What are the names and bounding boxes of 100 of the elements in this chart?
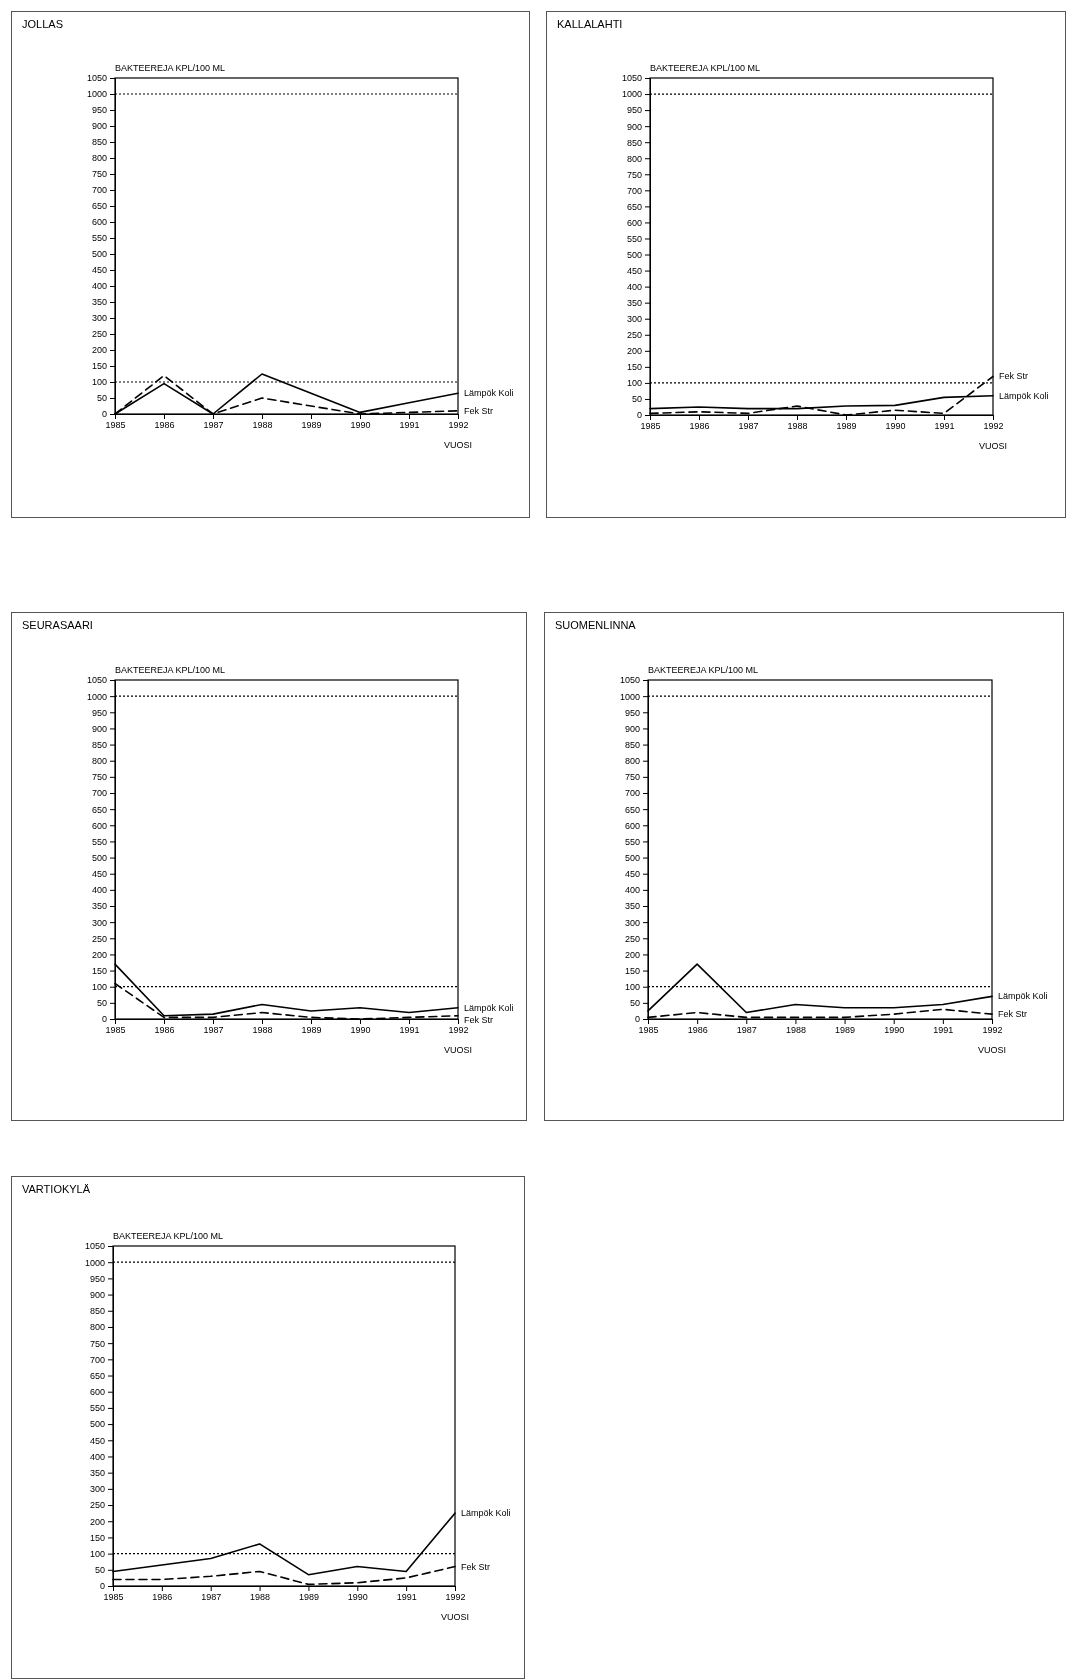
y-tick-label: 350: [91, 901, 107, 912]
series-label: Lämpök Koli: [464, 1002, 514, 1013]
x-tick-label: 1991: [934, 421, 955, 432]
y-tick-label: 50: [631, 394, 642, 405]
chart-title: JOLLAS: [22, 18, 63, 30]
y-tick-label: 400: [91, 281, 107, 292]
x-tick-label: 1992: [983, 421, 1004, 432]
y-tick-label: 950: [91, 707, 107, 718]
series-label: Lämpök Koli: [461, 1508, 511, 1519]
y-tick-label: 550: [89, 1403, 105, 1414]
x-tick-label: 1985: [638, 1025, 659, 1036]
x-tick-label: 1990: [350, 1025, 371, 1036]
y-tick-label: 1050: [619, 675, 640, 686]
y-tick-label: 400: [89, 1451, 105, 1462]
y-tick-label: 1000: [86, 89, 107, 100]
series-label: Fek Str: [464, 405, 494, 416]
y-tick-label: 350: [624, 901, 640, 912]
x-tick-label: 1991: [396, 1592, 417, 1603]
series-label: Lämpök Koli: [464, 388, 514, 399]
y-tick-label: 350: [626, 298, 642, 309]
x-tick-label: 1989: [301, 1025, 322, 1036]
x-tick-label: 1987: [203, 420, 224, 431]
y-tick-label: 200: [626, 346, 642, 357]
x-tick-label: 1989: [301, 420, 322, 431]
x-tick-label: 1985: [640, 421, 661, 432]
y-tick-label: 150: [91, 361, 107, 372]
y-tick-label: 1050: [86, 73, 107, 84]
x-tick-label: 1985: [105, 420, 126, 431]
y-tick-label: 150: [89, 1532, 105, 1543]
y-axis-title: BAKTEEREJA KPL/100 ML: [115, 665, 226, 675]
series-label: Fek Str: [998, 1009, 1028, 1020]
chart-title: VARTIOKYLÄ: [22, 1183, 91, 1195]
y-tick-label: 400: [91, 885, 107, 896]
x-tick-label: 1986: [154, 420, 175, 431]
y-tick-label: 850: [624, 739, 640, 750]
y-tick-label: 50: [96, 393, 107, 404]
y-tick-label: 550: [91, 836, 107, 847]
chart-title: SEURASAARI: [22, 619, 93, 631]
x-tick-label: 1989: [836, 421, 857, 432]
x-axis-title: VUOSI: [977, 1045, 1007, 1055]
y-tick-label: 700: [91, 788, 107, 799]
y-axis-title: BAKTEEREJA KPL/100 ML: [115, 63, 226, 73]
y-tick-label: 50: [629, 998, 640, 1009]
y-tick-label: 900: [91, 723, 107, 734]
y-tick-label: 450: [89, 1435, 105, 1446]
x-tick-label: 1990: [885, 421, 906, 432]
series-label: Lämpök Koli: [999, 390, 1049, 401]
y-tick-label: 850: [91, 137, 107, 148]
x-tick-label: 1989: [298, 1592, 319, 1603]
x-tick-label: 1988: [252, 420, 273, 431]
series-label: Fek Str: [461, 1561, 491, 1572]
y-tick-label: 400: [626, 282, 642, 292]
y-tick-label: 100: [89, 1549, 105, 1559]
x-tick-label: 1991: [399, 420, 420, 431]
x-tick-label: 1987: [738, 421, 759, 432]
y-tick-label: 600: [89, 1387, 105, 1398]
y-tick-label: 500: [91, 249, 107, 260]
y-tick-label: 850: [626, 137, 642, 148]
x-tick-label: 1985: [103, 1592, 124, 1603]
y-tick-label: 1000: [84, 1257, 105, 1268]
y-tick-label: 0: [636, 410, 642, 421]
x-tick-label: 1986: [687, 1025, 708, 1036]
y-tick-label: 650: [91, 804, 107, 815]
y-tick-label: 450: [91, 869, 107, 880]
x-axis-title: VUOSI: [443, 1045, 473, 1055]
y-tick-label: 600: [624, 820, 640, 831]
y-tick-label: 450: [624, 869, 640, 880]
series-label: Fek Str: [464, 1014, 494, 1025]
y-tick-label: 700: [91, 185, 107, 196]
x-axis-title: VUOSI: [978, 441, 1008, 451]
y-tick-label: 800: [91, 756, 107, 767]
y-tick-label: 500: [89, 1419, 105, 1430]
y-tick-label: 50: [96, 998, 107, 1009]
y-tick-label: 400: [624, 885, 640, 896]
y-tick-label: 950: [624, 707, 640, 718]
y-tick-label: 800: [91, 153, 107, 164]
y-tick-label: 200: [624, 949, 640, 960]
y-tick-label: 100: [91, 982, 107, 993]
y-tick-label: 0: [99, 1581, 105, 1592]
y-tick-label: 950: [91, 105, 107, 116]
x-tick-label: 1990: [884, 1025, 905, 1036]
y-tick-label: 750: [91, 169, 107, 180]
x-tick-label: 1988: [252, 1025, 273, 1036]
y-tick-label: 250: [91, 329, 107, 340]
y-tick-label: 0: [634, 1014, 640, 1025]
y-tick-label: 150: [91, 965, 107, 976]
y-tick-label: 750: [624, 772, 640, 783]
y-tick-label: 1050: [84, 1241, 105, 1252]
y-tick-label: 850: [89, 1306, 105, 1317]
y-tick-label: 550: [624, 836, 640, 847]
y-tick-label: 800: [624, 756, 640, 767]
y-tick-label: 1000: [619, 691, 640, 702]
y-tick-label: 750: [626, 169, 642, 180]
x-axis-title: VUOSI: [440, 1612, 470, 1622]
y-tick-label: 650: [626, 201, 642, 212]
chart-title: SUOMENLINNA: [555, 619, 637, 631]
x-tick-label: 1992: [448, 1025, 469, 1036]
y-tick-label: 200: [89, 1516, 105, 1527]
y-tick-label: 200: [91, 949, 107, 960]
x-tick-label: 1992: [982, 1025, 1003, 1036]
